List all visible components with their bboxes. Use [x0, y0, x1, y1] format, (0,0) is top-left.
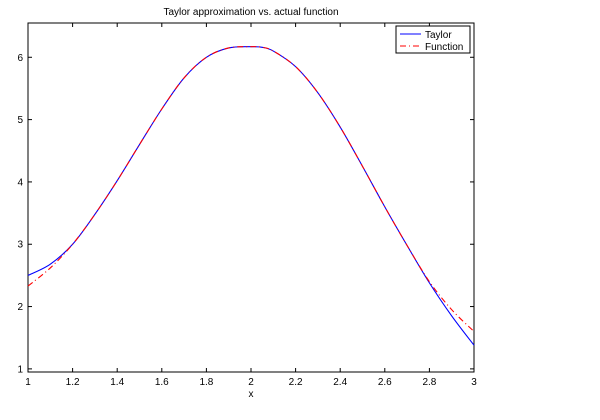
x-tick-label: 1: [25, 377, 31, 388]
y-tick-label: 2: [17, 302, 23, 313]
x-tick-label: 1.6: [155, 377, 169, 388]
y-tick-label: 6: [17, 53, 23, 64]
y-tick-label: 3: [17, 240, 23, 251]
x-axis-label: x: [249, 389, 254, 400]
x-tick-label: 1.2: [66, 377, 80, 388]
x-tick-label: 2.6: [378, 377, 392, 388]
series-layer: [27, 46, 475, 346]
legend-box: [395, 25, 471, 54]
x-tick-label: 1.8: [199, 377, 213, 388]
y-tick-label: 4: [17, 177, 23, 188]
y-tick-label: 1: [17, 364, 23, 375]
x-axis: 1 1.2 1.4 1.6 1.8 2 2.2 2.4 2.6 2.8 3: [25, 23, 477, 388]
x-tick-label: 2: [248, 377, 254, 388]
x-tick-label: 2.4: [333, 377, 347, 388]
y-tick-label: 5: [17, 115, 23, 126]
x-tick-label: 1.4: [110, 377, 124, 388]
chart-title: Taylor approximation vs. actual function: [163, 7, 338, 18]
legend-label-function: Function: [425, 42, 463, 53]
legend-label-taylor: Taylor: [425, 30, 452, 41]
x-tick-label: 2.2: [289, 377, 303, 388]
y-axis: 1 2 3 4 5 6: [17, 53, 474, 375]
legend: Taylor Function: [395, 25, 471, 54]
x-tick-label: 3: [471, 377, 477, 388]
series-line-function: [27, 46, 475, 332]
x-tick-label: 2.8: [422, 377, 436, 388]
